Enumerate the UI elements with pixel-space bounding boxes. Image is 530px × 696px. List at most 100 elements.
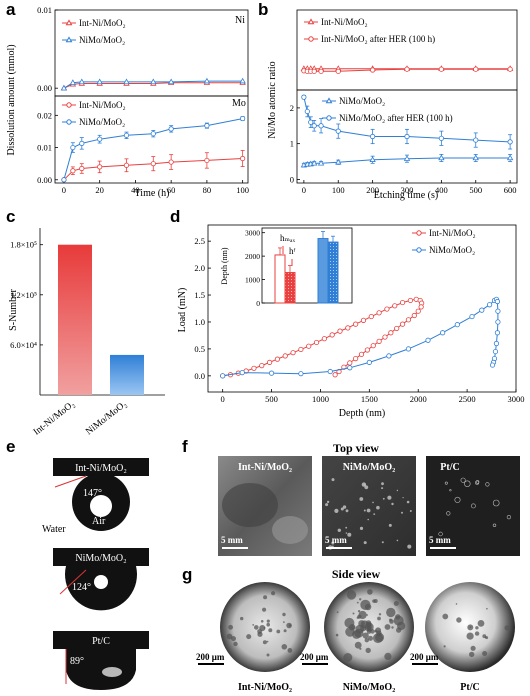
top-image-nimo [322, 456, 416, 556]
d-int-ni-point [370, 343, 376, 349]
d-int-ni-point [407, 297, 413, 304]
bubble [475, 480, 480, 484]
d-int-ni-point [306, 343, 312, 349]
a-bot-xtick-label: 80 [203, 185, 212, 195]
a-bot-nimo-point [61, 177, 67, 183]
b-top-int-ni-her-legend-marker [308, 36, 314, 42]
d-nimo-point [479, 307, 485, 313]
d-ytick-label: 2.0 [194, 263, 205, 273]
bubble [335, 633, 339, 637]
a-top-nimo-point [150, 78, 157, 85]
d-xtick-label: 3000 [508, 394, 525, 404]
d-xtick-label: 1500 [361, 394, 378, 404]
a-top-annotation: Ni [235, 15, 245, 26]
bubble [266, 640, 269, 643]
d-nimo-point [386, 353, 392, 359]
bubble [482, 651, 488, 656]
d-int-ni-point [360, 317, 367, 323]
bubble [396, 489, 399, 492]
panel-d-letter: d [170, 207, 180, 226]
a-bot-nimo-point [97, 136, 103, 142]
a-top-nimo-point [60, 84, 68, 91]
bubble [257, 631, 263, 637]
bubble [342, 505, 347, 509]
d-int-ni-point [353, 355, 359, 362]
b-top-int-ni-legend-marker [307, 18, 315, 25]
drop-label-ptc: Pt/C [92, 636, 110, 647]
scale-label: 200 μm [300, 652, 329, 662]
b-bot-nimo-point [311, 159, 318, 166]
d-int-ni-point [394, 325, 400, 332]
side-label-ptc: Pt/C [460, 682, 479, 693]
bubble [352, 630, 361, 639]
bubble [455, 603, 458, 605]
a-top-nimo-point [78, 78, 85, 85]
d-nimo-point [492, 348, 499, 355]
d-int-ni-point [251, 365, 257, 371]
side-view-title: Side view [332, 567, 381, 581]
drop-label-int-ni: Int-Ni/MoO₂ [75, 463, 127, 474]
d-xtick-label: 500 [265, 394, 278, 404]
b-bot-nimo-her-point [507, 139, 513, 145]
a-bot-xtick-label: 0 [62, 185, 66, 195]
scale-label: 200 μm [410, 652, 439, 662]
a-top-nimo-point [167, 78, 175, 85]
d-nimo-point [469, 313, 475, 320]
top-view-title: Top view [333, 441, 379, 455]
bubble [346, 590, 357, 600]
bubble [260, 620, 264, 623]
bubble [377, 616, 381, 621]
bubble [359, 647, 362, 650]
d-inset-ytick-label: 2000 [245, 252, 260, 261]
bubble [446, 511, 451, 516]
a-top-nimo-point [203, 77, 211, 84]
d-int-ni-point [376, 338, 382, 344]
b-bot-nimo-her-point [318, 123, 324, 129]
side-label-nimo: NiMo/MoO₂ [343, 682, 395, 693]
d-nimo-legend-marker [416, 247, 422, 253]
bubble [359, 497, 364, 501]
d-nimo-point [454, 322, 460, 328]
c-ytick-label: 1.8×10⁵ [10, 240, 37, 250]
bubble [336, 611, 339, 614]
d-nimo-point [425, 337, 431, 343]
d-ylabel: Load (mN) [177, 288, 188, 333]
panel-e-letter: e [6, 437, 15, 456]
bubble [384, 624, 391, 630]
d-int-ni-point [347, 360, 353, 366]
b-top-int-ni-her-point [473, 66, 479, 72]
bubble [337, 528, 341, 532]
d-int-ni-point [405, 317, 412, 323]
b-bot-nimo-her-point [335, 128, 341, 134]
b-top-int-ni-her-point [318, 68, 324, 74]
bubble [391, 502, 394, 506]
bubble [444, 481, 448, 485]
a-bot-ytick-label: 0.00 [37, 175, 52, 185]
bubble [266, 619, 270, 623]
droplet-ptc [66, 649, 136, 690]
d-inset-ytick-label: 3000 [245, 229, 260, 238]
scale-label: 5 mm [221, 535, 243, 545]
bubble [365, 647, 371, 654]
droplet-highlight [94, 575, 108, 589]
droplet-highlight [102, 667, 122, 677]
d-int-ni-point [388, 330, 394, 336]
b-bot-nimo-her-point [308, 119, 314, 125]
drop-label-nimo: NiMo/MoO₂ [75, 553, 126, 564]
bubble [357, 610, 361, 613]
c-bar-0 [58, 244, 92, 395]
bubble [376, 505, 380, 510]
bubble [334, 508, 339, 513]
a-bot-int-ni-point [70, 168, 76, 174]
bubble [469, 626, 472, 628]
panel-g-side-view: Side view 200 μm 200 μm 200 μm Int-Ni/Mo… [196, 567, 515, 693]
b-top-int-ni-her-point [335, 68, 341, 74]
bubble [363, 509, 366, 512]
bubble [469, 651, 475, 658]
panel-a-xlabel: Time (h) [135, 188, 170, 199]
bubble [266, 653, 270, 657]
d-int-ni-point [282, 353, 288, 359]
bubble [372, 501, 374, 504]
a-top-nimo-point [239, 77, 246, 84]
